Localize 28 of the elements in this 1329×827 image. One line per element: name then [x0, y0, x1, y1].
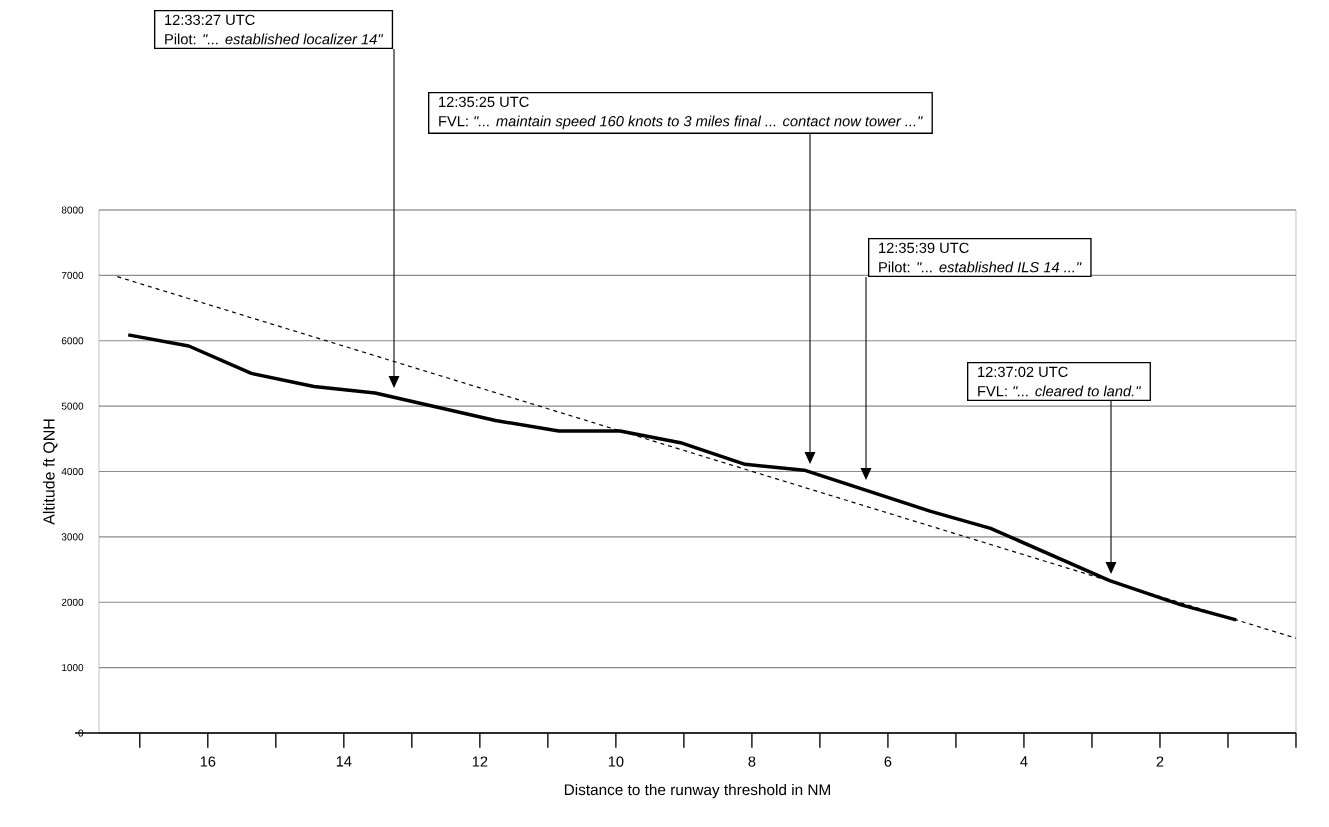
x-tick-label: 12 [472, 756, 488, 767]
x-tick-label: 4 [1020, 756, 1028, 767]
y-tick-label: 8000 [61, 206, 84, 214]
annotation: 12:35:39 UTC [879, 242, 969, 254]
text: 12:35:25 UTC [439, 96, 529, 108]
x-tick-label: 6 [884, 756, 892, 767]
annotation: Pilot: "... established ILS 14 ..." [879, 261, 1082, 273]
x-tick-label: 16 [200, 756, 216, 767]
text: FVL: "... maintain speed 160 knots to 3 miles final ... contact now tower ..." [439, 115, 923, 130]
y-tick-label: 3000 [61, 533, 84, 541]
x-tick-label: 8 [748, 756, 756, 767]
text: Pilot: "... established localizer 14" [165, 33, 384, 45]
y-axis-title: Altitude ft QNH [42, 419, 58, 525]
y-tick-label: 1000 [62, 664, 84, 672]
annotation: FVL: "... cleared to land." [978, 385, 1141, 397]
x-tick-label: 10 [608, 756, 624, 767]
y-tick-label: 0 [78, 729, 84, 737]
y-tick-label: 6000 [61, 337, 84, 345]
x-axis-title: Distance to the runway threshold in NM [564, 783, 830, 799]
y-tick-label: 2000 [61, 598, 84, 606]
y-tick-label: 7000 [61, 271, 84, 279]
annotation: 12:37:02 UTC [978, 366, 1068, 378]
y-tick-label: 5000 [61, 402, 84, 410]
text: 12:33:27 UTC [165, 14, 255, 26]
x-tick-label: 2 [1156, 756, 1164, 767]
y-tick-label: 4000 [61, 467, 84, 476]
line-series [126, 333, 1238, 622]
x-tick-label: 14 [336, 756, 352, 767]
